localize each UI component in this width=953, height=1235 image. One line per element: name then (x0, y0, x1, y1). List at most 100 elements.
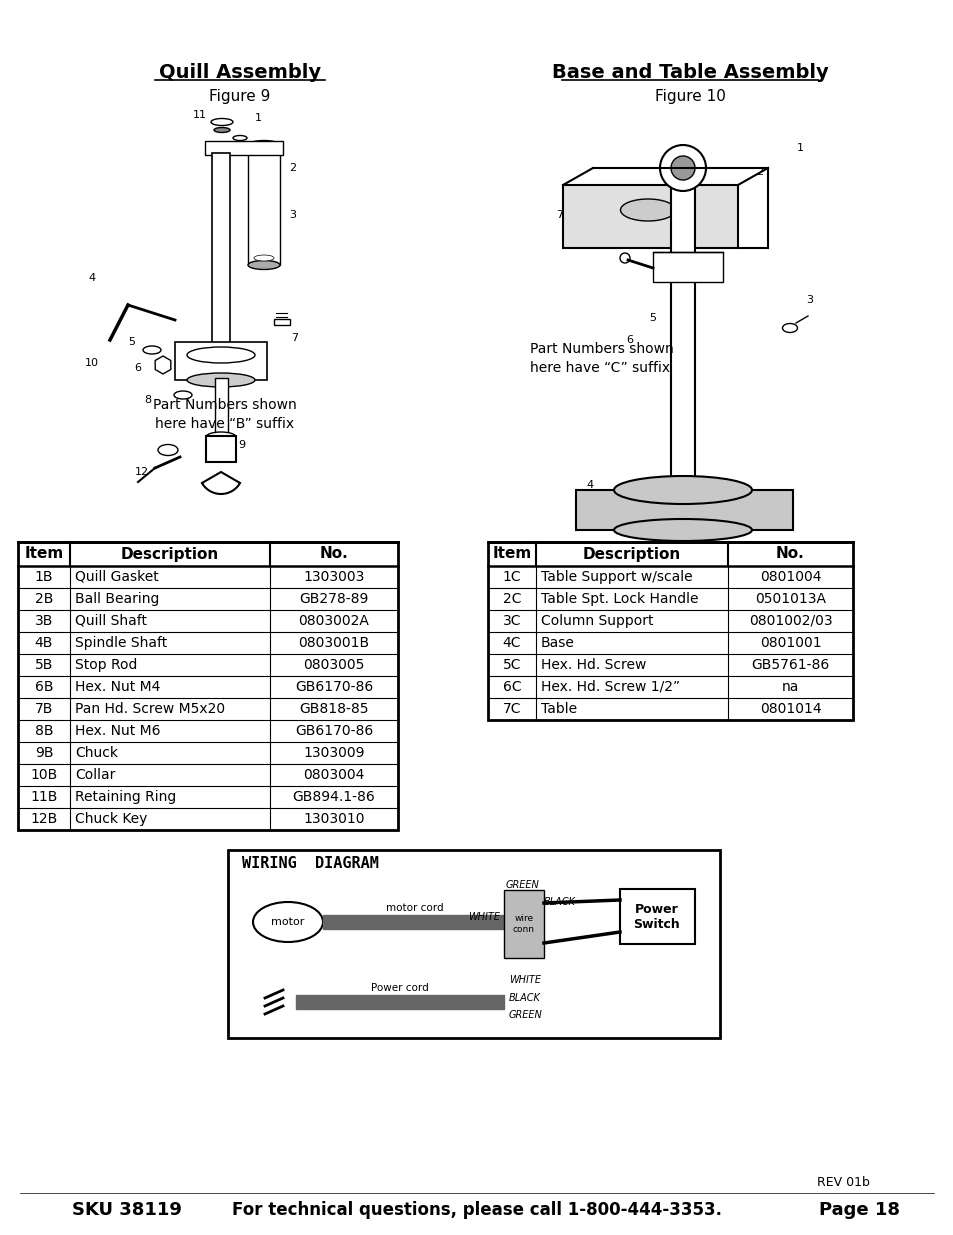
Text: 7B: 7B (34, 701, 53, 716)
Text: WHITE: WHITE (468, 911, 499, 923)
Text: 3B: 3B (34, 614, 53, 629)
Text: Quill Gasket: Quill Gasket (75, 571, 158, 584)
Text: Figure 9: Figure 9 (209, 89, 271, 104)
Text: Table Support w/scale: Table Support w/scale (540, 571, 692, 584)
Bar (205, 141, 283, 156)
Text: Hex. Nut M6: Hex. Nut M6 (75, 724, 160, 739)
Text: Ball Bearing: Ball Bearing (75, 592, 159, 606)
Text: 7: 7 (556, 210, 563, 220)
Ellipse shape (233, 136, 247, 141)
Text: 2C: 2C (502, 592, 520, 606)
Text: 1303003: 1303003 (303, 571, 364, 584)
Text: GREEN: GREEN (505, 881, 539, 890)
Text: Column Support: Column Support (540, 614, 653, 629)
Text: Collar: Collar (75, 768, 115, 782)
Text: 0801014: 0801014 (759, 701, 821, 716)
Text: 4: 4 (586, 480, 593, 490)
Bar (619, 889, 695, 944)
Bar (274, 319, 290, 325)
Polygon shape (562, 185, 738, 248)
Text: 0801002/03: 0801002/03 (748, 614, 831, 629)
Text: 7: 7 (291, 333, 298, 343)
Ellipse shape (173, 391, 192, 399)
Bar (228, 850, 720, 1037)
Text: 1: 1 (254, 112, 261, 124)
Text: GB894.1-86: GB894.1-86 (293, 790, 375, 804)
Ellipse shape (659, 144, 705, 191)
Ellipse shape (143, 346, 161, 354)
Bar (670, 182, 695, 490)
Text: GB818-85: GB818-85 (299, 701, 369, 716)
Text: Quill Assembly: Quill Assembly (159, 63, 321, 82)
Text: Item: Item (492, 547, 531, 562)
Text: 5: 5 (129, 337, 135, 347)
Text: 10B: 10B (30, 768, 57, 782)
Text: Power cord: Power cord (371, 983, 429, 993)
Bar (206, 436, 235, 462)
Text: GB6170-86: GB6170-86 (294, 680, 373, 694)
Text: 1303010: 1303010 (303, 811, 364, 826)
Bar (323, 915, 505, 929)
Bar (174, 342, 267, 380)
Text: motor cord: motor cord (385, 903, 443, 913)
Ellipse shape (614, 519, 751, 541)
Text: na: na (781, 680, 799, 694)
Text: BLACK: BLACK (543, 897, 576, 906)
Text: 4B: 4B (34, 636, 53, 650)
Text: Power
Switch: Power Switch (633, 903, 679, 931)
Text: 4: 4 (89, 273, 95, 283)
Text: 8B: 8B (34, 724, 53, 739)
Text: Part Numbers shown
here have “C” suffix: Part Numbers shown here have “C” suffix (530, 342, 673, 375)
Text: 0501013A: 0501013A (754, 592, 825, 606)
Text: 11B: 11B (30, 790, 57, 804)
Ellipse shape (187, 347, 254, 363)
Text: Stop Rod: Stop Rod (75, 658, 137, 672)
Ellipse shape (248, 141, 280, 149)
Text: 5C: 5C (502, 658, 520, 672)
Text: 0801001: 0801001 (759, 636, 821, 650)
Text: REV 01b: REV 01b (817, 1176, 869, 1188)
Text: 9: 9 (238, 440, 245, 450)
Bar (248, 144, 280, 266)
Text: 3: 3 (289, 210, 296, 220)
Bar (652, 252, 722, 282)
Text: Table Spt. Lock Handle: Table Spt. Lock Handle (540, 592, 698, 606)
Ellipse shape (253, 254, 274, 261)
Text: 1303009: 1303009 (303, 746, 364, 760)
Text: 0801004: 0801004 (759, 571, 821, 584)
Text: Base and Table Assembly: Base and Table Assembly (551, 63, 827, 82)
Wedge shape (202, 472, 240, 494)
Text: GB6170-86: GB6170-86 (294, 724, 373, 739)
Text: wire
conn: wire conn (513, 914, 535, 934)
Text: Spindle Shaft: Spindle Shaft (75, 636, 167, 650)
Text: For technical questions, please call 1-800-444-3353.: For technical questions, please call 1-8… (232, 1200, 721, 1219)
Text: Description: Description (121, 547, 219, 562)
Text: 6: 6 (626, 335, 633, 345)
Text: WHITE: WHITE (509, 974, 540, 986)
Text: Chuck: Chuck (75, 746, 118, 760)
Bar (295, 995, 503, 1009)
Text: GB5761-86: GB5761-86 (751, 658, 829, 672)
Text: Hex. Hd. Screw 1/2”: Hex. Hd. Screw 1/2” (540, 680, 679, 694)
Text: SKU 38119: SKU 38119 (71, 1200, 182, 1219)
Text: 6B: 6B (34, 680, 53, 694)
Text: 2: 2 (289, 163, 296, 173)
Ellipse shape (213, 127, 230, 132)
Text: Figure 10: Figure 10 (654, 89, 724, 104)
Text: 4C: 4C (502, 636, 520, 650)
Text: 12: 12 (134, 467, 149, 477)
Text: 2B: 2B (34, 592, 53, 606)
Text: No.: No. (776, 547, 804, 562)
Text: GREEN: GREEN (509, 1010, 542, 1020)
Ellipse shape (619, 199, 675, 221)
Ellipse shape (248, 261, 280, 269)
Text: 3: 3 (805, 295, 813, 305)
Text: 5: 5 (649, 312, 656, 324)
Text: 1C: 1C (502, 571, 520, 584)
Text: Part Numbers shown
here have “B” suffix: Part Numbers shown here have “B” suffix (153, 398, 296, 431)
Text: Chuck Key: Chuck Key (75, 811, 147, 826)
Text: 1B: 1B (34, 571, 53, 584)
Text: Pan Hd. Screw M5x20: Pan Hd. Screw M5x20 (75, 701, 225, 716)
Ellipse shape (614, 475, 751, 504)
Text: Description: Description (582, 547, 680, 562)
